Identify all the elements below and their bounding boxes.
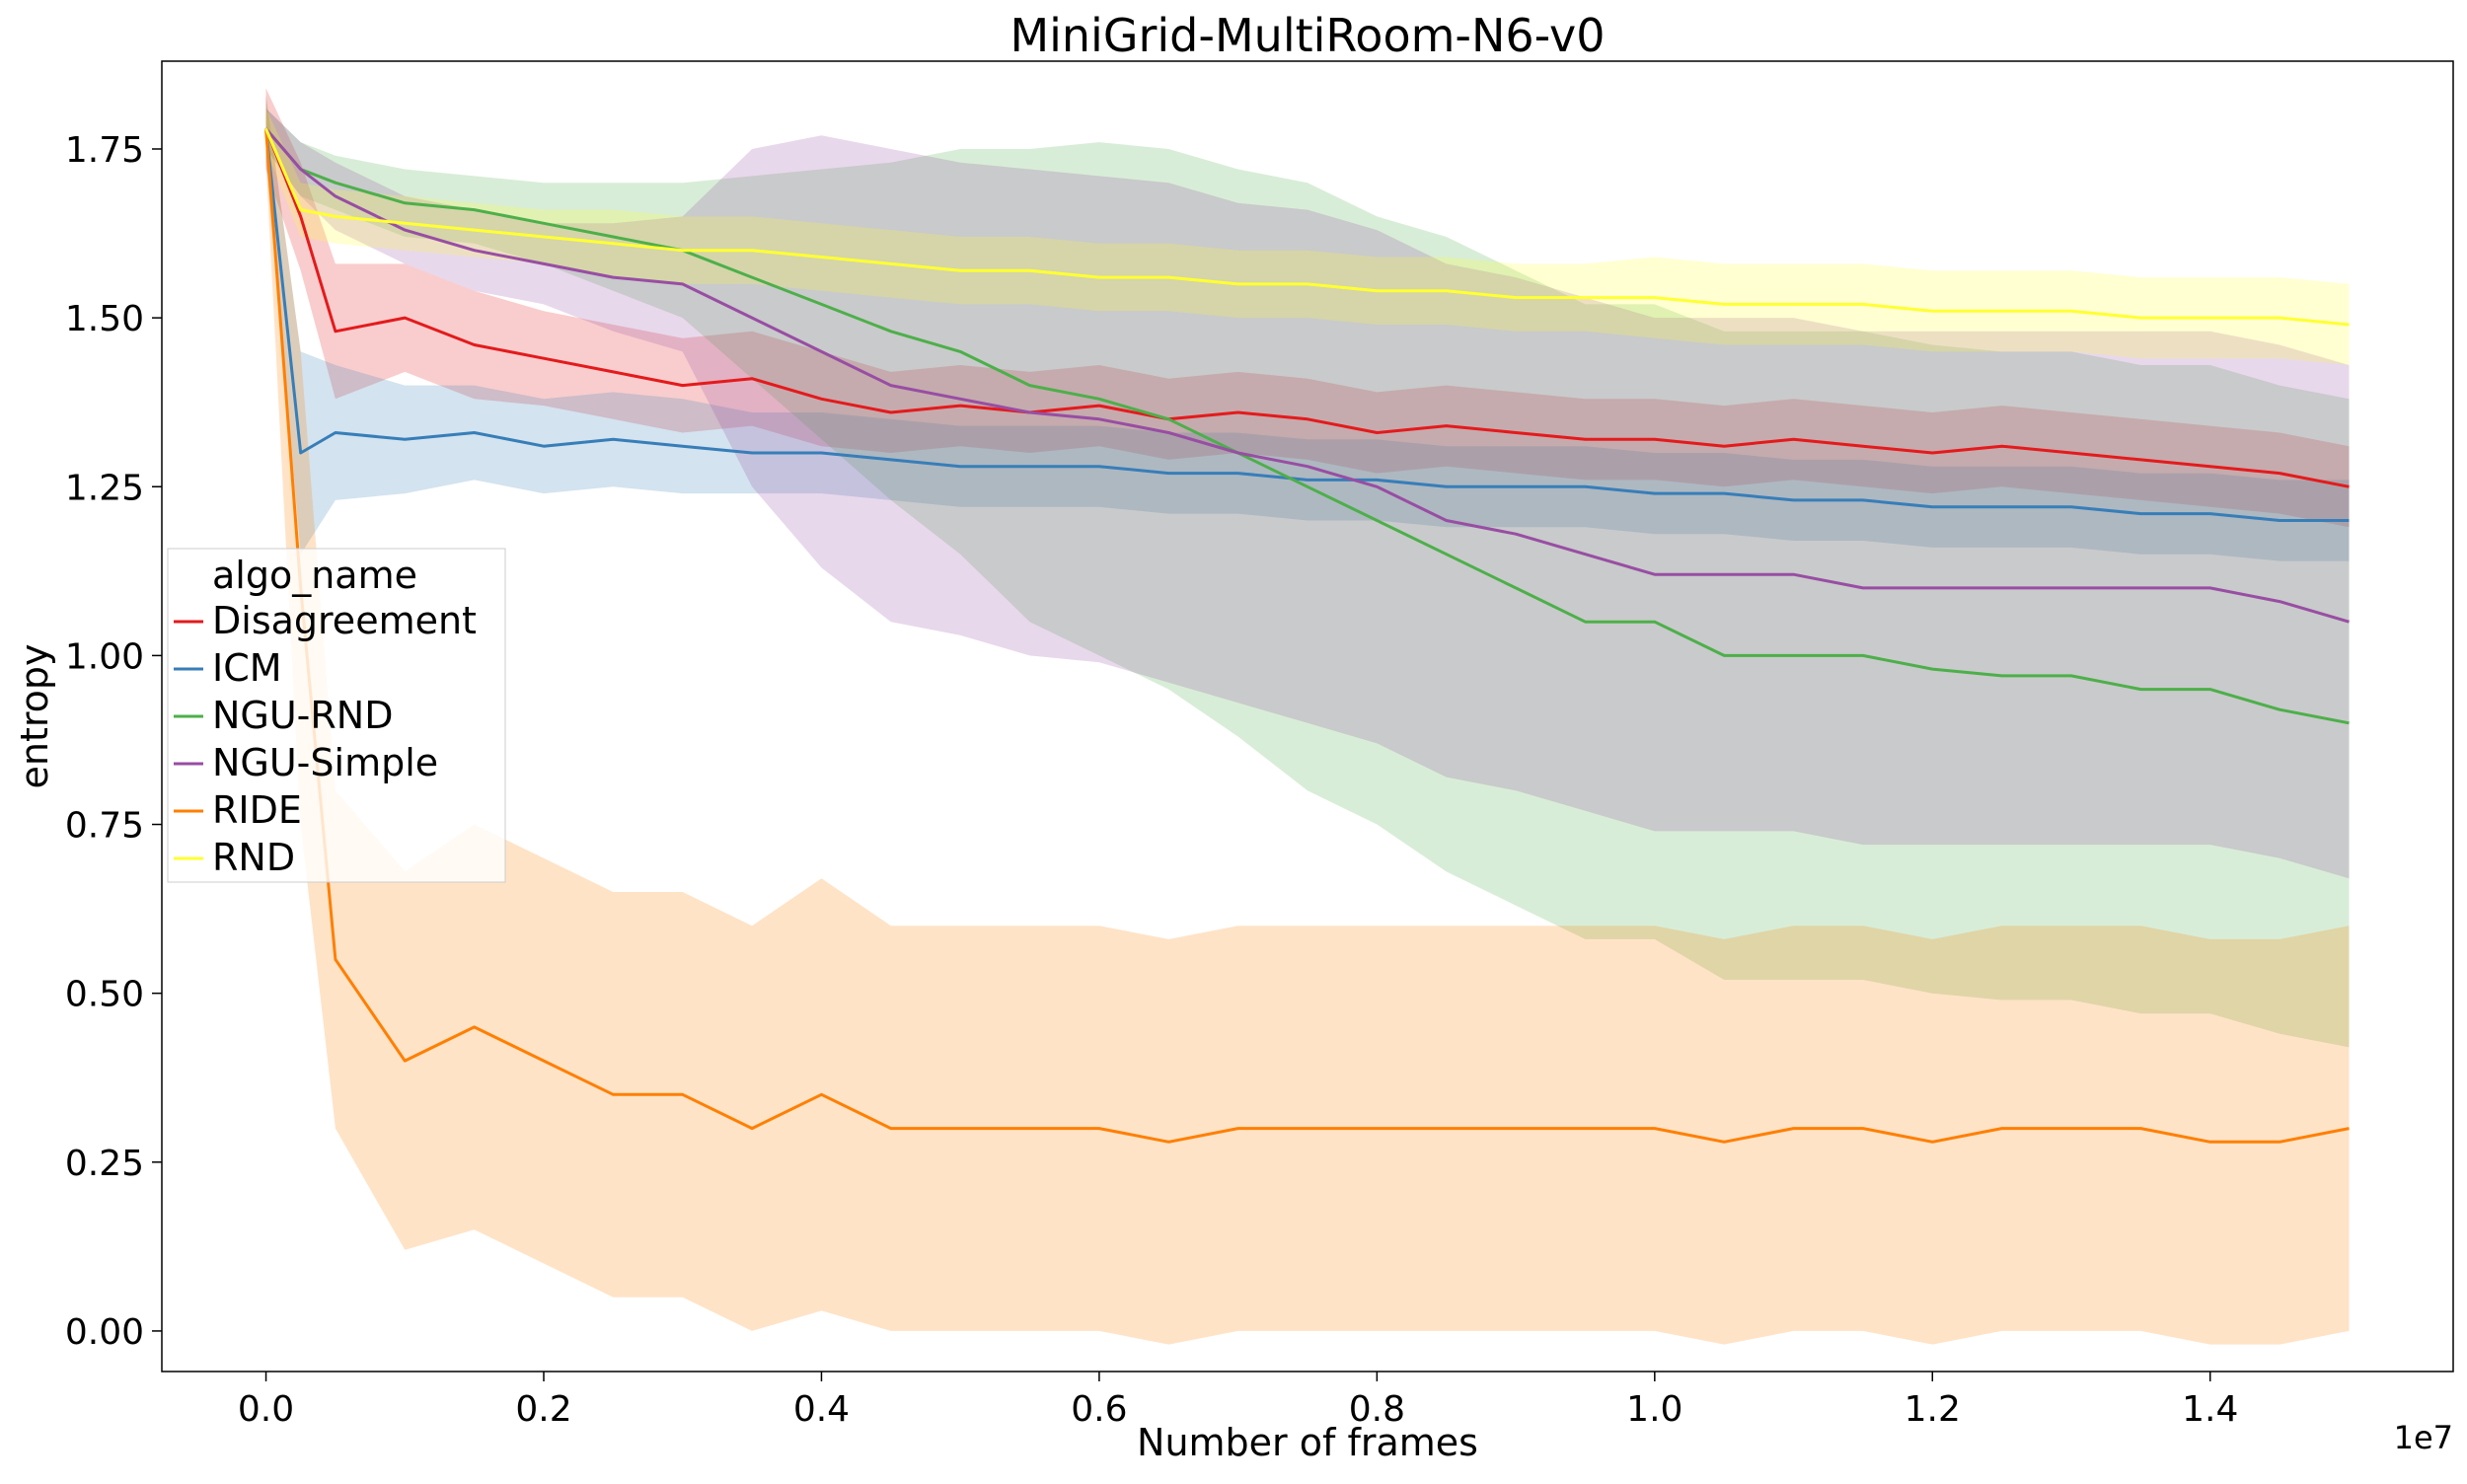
- series-line-ngu-simple: [264, 127, 2350, 624]
- y-tick-label: 1.25: [65, 468, 144, 508]
- series-band-ngu-rnd: [265, 108, 2350, 1048]
- series-line-ride: [264, 128, 2350, 1144]
- plot-frame: [161, 60, 2454, 1373]
- y-tick-label: 1.50: [65, 299, 144, 339]
- x-tick-label: 1.2: [1905, 1389, 1961, 1430]
- y-axis: 0.00 0.25 0.50 0.75 1.00 1.25 1.50 1.75: [65, 130, 162, 1353]
- x-tick-label: 1.4: [2182, 1389, 2238, 1430]
- series-band-disagreement: [265, 88, 2350, 528]
- legend-label-ride: RIDE: [212, 788, 302, 832]
- legend-label-ngu-rnd: NGU-RND: [212, 694, 394, 737]
- y-axis-label: entropy: [13, 643, 56, 788]
- x-tick-label: 0.2: [515, 1389, 571, 1430]
- x-tick-label: 0.4: [793, 1389, 850, 1430]
- legend-title: algo_name: [212, 554, 417, 597]
- legend-box: [167, 548, 506, 883]
- series-band-rnd: [265, 108, 2350, 366]
- x-axis-label: Number of frames: [1137, 1421, 1478, 1464]
- x-offset-label: 1e7: [2394, 1419, 2453, 1456]
- series-line-icm: [264, 128, 2350, 522]
- y-tick-label: 0.00: [65, 1312, 144, 1353]
- legend-label-disagreement: Disagreement: [212, 599, 477, 642]
- series-band-icm: [265, 95, 2350, 561]
- series-line-rnd: [264, 127, 2350, 327]
- y-tick-label: 1.75: [65, 130, 144, 171]
- series-band-ride: [265, 95, 2350, 1345]
- series-band-ngu-simple: [265, 108, 2350, 879]
- legend-label-rnd: RND: [212, 836, 295, 879]
- series-bands: [265, 88, 2350, 1345]
- legend-label-ngu-simple: NGU-Simple: [212, 741, 438, 784]
- y-tick-label: 1.00: [65, 636, 144, 677]
- x-tick-label: 0.8: [1349, 1389, 1405, 1430]
- x-tick-label: 0.0: [238, 1389, 294, 1430]
- y-tick-label: 0.50: [65, 975, 144, 1015]
- series-line-disagreement: [264, 127, 2350, 488]
- chart-title: MiniGrid-MultiRoom-N6-v0: [1009, 9, 1605, 62]
- x-tick-label: 1.0: [1626, 1389, 1682, 1430]
- legend: algo_name DisagreementICMNGU-RNDNGU-Simp…: [167, 548, 506, 883]
- x-tick-label: 0.6: [1071, 1389, 1127, 1430]
- x-axis: 0.0 0.2 0.4 0.6 0.8 1.0 1.2 1.4: [238, 1372, 2238, 1430]
- y-tick-label: 0.75: [65, 806, 144, 847]
- series-lines: [264, 127, 2350, 1144]
- legend-label-icm: ICM: [212, 646, 282, 690]
- y-tick-label: 0.25: [65, 1144, 144, 1184]
- series-line-ngu-rnd: [264, 127, 2350, 725]
